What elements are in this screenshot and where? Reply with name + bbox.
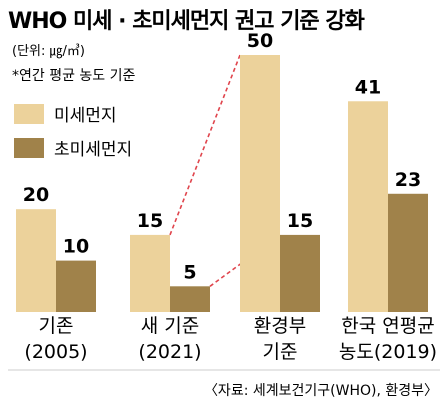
category-label-0-1: (2005) bbox=[24, 341, 87, 363]
value-label-pm10-0: 20 bbox=[23, 184, 49, 206]
bar-pm25-3 bbox=[388, 193, 428, 312]
bar-pm25-1 bbox=[170, 286, 210, 312]
value-label-pm10-2: 50 bbox=[247, 30, 273, 52]
bar-pm25-2 bbox=[280, 234, 320, 312]
bars bbox=[16, 55, 428, 312]
value-label-pm10-1: 15 bbox=[137, 210, 163, 232]
category-label-3-0: 한국 연평균 bbox=[341, 315, 434, 337]
source-label: 〈자료: 세계보건기구(WHO), 환경부〉 bbox=[204, 383, 438, 399]
chart-note: *연간 평균 농도 기준 bbox=[12, 68, 136, 84]
category-label-2-1: 기준 bbox=[263, 341, 298, 363]
legend: 미세먼지 초미세먼지 bbox=[14, 104, 132, 160]
legend-label-pm10: 미세먼지 bbox=[54, 106, 117, 126]
bar-pm10-2 bbox=[240, 55, 280, 312]
value-label-pm25-1: 5 bbox=[183, 261, 196, 283]
value-label-pm25-3: 23 bbox=[395, 169, 421, 191]
legend-swatch-pm25 bbox=[14, 138, 44, 158]
category-label-2-0: 환경부 bbox=[254, 315, 306, 337]
category-label-1-1: (2021) bbox=[138, 341, 201, 363]
category-label-3-1: 농도(2019) bbox=[339, 341, 437, 363]
value-label-pm10-3: 41 bbox=[355, 76, 381, 98]
category-label-0-0: 기존 bbox=[39, 315, 74, 337]
unit-label: (단위: ㎍/㎥) bbox=[12, 44, 85, 59]
bar-pm10-3 bbox=[348, 101, 388, 312]
chart-title: WHO 미세 · 초미세먼지 권고 기준 강화 bbox=[8, 9, 365, 34]
legend-swatch-pm10 bbox=[14, 104, 44, 124]
value-label-pm25-0: 10 bbox=[63, 236, 89, 258]
bar-pm10-1 bbox=[130, 234, 170, 312]
bar-pm25-0 bbox=[56, 260, 96, 312]
comparison-line-pm10 bbox=[169, 54, 241, 236]
category-label-1-0: 새 기준 bbox=[141, 315, 199, 337]
legend-label-pm25: 초미세먼지 bbox=[54, 140, 132, 160]
value-labels: 20 10 15 5 50 15 41 23 bbox=[23, 30, 421, 283]
bar-pm10-0 bbox=[16, 209, 56, 312]
value-label-pm25-2: 15 bbox=[287, 210, 313, 232]
